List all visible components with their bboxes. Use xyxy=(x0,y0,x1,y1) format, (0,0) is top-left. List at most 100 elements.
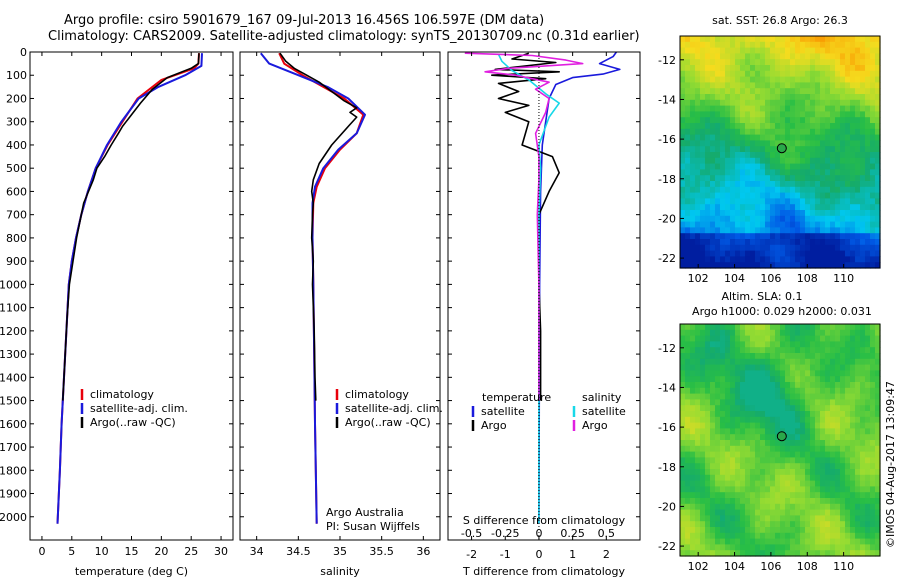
sla_map-cell xyxy=(730,544,736,551)
sla_map-cell xyxy=(725,532,731,540)
sst_map-cell xyxy=(700,53,706,60)
sst_map-cell xyxy=(720,215,726,223)
sst_map-cell xyxy=(680,117,686,124)
sst_map-cell xyxy=(775,157,781,165)
sla_map-cell xyxy=(875,428,881,435)
sst_map-cell xyxy=(810,146,816,153)
sst_map-cell xyxy=(690,210,696,217)
sla_map-cell xyxy=(700,521,706,528)
sla_map-cell xyxy=(835,329,841,337)
sla_map-cell xyxy=(820,492,826,499)
sla_map-cell xyxy=(740,498,746,505)
sla_map-cell xyxy=(775,492,781,499)
sla_map-cell xyxy=(815,445,821,453)
sla_map-cell xyxy=(720,509,726,516)
sst_map-cell xyxy=(850,198,856,205)
sst_map-cell xyxy=(835,227,841,234)
sst_map-cell xyxy=(705,221,711,228)
sst_map-cell xyxy=(825,128,831,136)
sst_map-cell xyxy=(745,70,751,78)
sla_map-cell xyxy=(715,498,721,505)
sla_map-cell xyxy=(835,440,841,447)
sst_map-cell xyxy=(765,94,771,101)
difference-series-t-satellite xyxy=(538,51,621,524)
sla_map-cell xyxy=(775,428,781,435)
sst_map-cell xyxy=(785,82,791,89)
sst_map-cell xyxy=(715,262,721,269)
sla_map-cell xyxy=(800,353,806,360)
sst_map-cell xyxy=(705,140,711,147)
sla_map-cell xyxy=(850,434,856,441)
sst_map-cell xyxy=(875,221,881,228)
sla_map-cell xyxy=(795,515,801,522)
sst_map-cell xyxy=(830,146,836,153)
sla_map-cell xyxy=(700,335,706,342)
sla_map-cell xyxy=(840,387,846,395)
sst_map-xtick-label: 106 xyxy=(760,272,781,285)
sst_map-cell xyxy=(830,210,836,217)
sla_map-cell xyxy=(870,538,876,545)
sla_map-cell xyxy=(710,347,716,354)
sst_map-cell xyxy=(740,163,746,170)
salinity-xtick-label: 35 xyxy=(333,545,347,558)
sst_map-cell xyxy=(685,210,691,217)
sla_map-cell xyxy=(800,405,806,412)
sst_map-cell xyxy=(850,157,856,165)
sst_map-cell xyxy=(740,227,746,234)
sst_map-cell xyxy=(805,99,811,107)
sla_map-cell xyxy=(795,503,801,511)
sla_map-cell xyxy=(785,434,791,441)
sla_map-cell xyxy=(840,422,846,429)
sla_map-cell xyxy=(755,376,761,383)
sla_map-cell xyxy=(695,422,701,429)
sst_map-cell xyxy=(705,117,711,124)
sst_map-cell xyxy=(805,76,811,83)
sla_map-cell xyxy=(805,503,811,511)
sla_map-cell xyxy=(765,370,771,377)
sst_map-cell xyxy=(855,215,861,223)
sla_map-cell xyxy=(875,463,881,470)
sst_map-cell xyxy=(770,36,776,43)
sst_map-cell xyxy=(760,111,766,118)
sla_map-cell xyxy=(780,492,786,499)
sst_map-cell xyxy=(810,117,816,124)
sst_map-cell xyxy=(840,256,846,263)
sst_map-cell xyxy=(865,47,871,54)
sla_map-cell xyxy=(870,405,876,412)
sst_map-cell xyxy=(730,169,736,176)
sst_map-cell xyxy=(790,244,796,252)
sst_map-cell xyxy=(710,169,716,176)
sla_map-cell xyxy=(705,364,711,371)
sla_map-cell xyxy=(780,405,786,412)
sla_map-cell xyxy=(730,399,736,406)
sst_map-cell xyxy=(755,239,761,246)
sla_map-cell xyxy=(870,469,876,476)
sla_map-cell xyxy=(835,480,841,487)
sla_map-cell xyxy=(850,358,856,366)
sla_map-cell xyxy=(695,451,701,458)
sla_map-cell xyxy=(780,411,786,418)
sst_map-cell xyxy=(780,82,786,89)
temperature-xtick-label: 10 xyxy=(95,545,109,558)
sst_map-cell xyxy=(705,111,711,118)
sla_map-cell xyxy=(815,376,821,383)
sst_map-cell xyxy=(700,65,706,72)
sst_map-cell xyxy=(730,262,736,269)
sst_map-cell xyxy=(870,53,876,60)
sst_map-cell xyxy=(810,169,816,176)
sla_map-cell xyxy=(785,521,791,528)
sst_map-cell xyxy=(855,239,861,246)
sst_map-cell xyxy=(795,70,801,78)
sla_map-cell xyxy=(820,428,826,435)
sla_map-cell xyxy=(860,353,866,360)
sst_map-cell xyxy=(730,152,736,159)
sla_map-cell xyxy=(820,515,826,522)
sla_map-cell xyxy=(805,445,811,453)
sla_map-cell xyxy=(865,457,871,464)
sst_map-cell xyxy=(745,175,751,182)
sla_map-cell xyxy=(730,335,736,342)
sla_map-cell xyxy=(765,521,771,528)
sla_map-cell xyxy=(710,480,716,487)
sla_map-cell xyxy=(860,405,866,412)
sst_map-cell xyxy=(735,53,741,60)
